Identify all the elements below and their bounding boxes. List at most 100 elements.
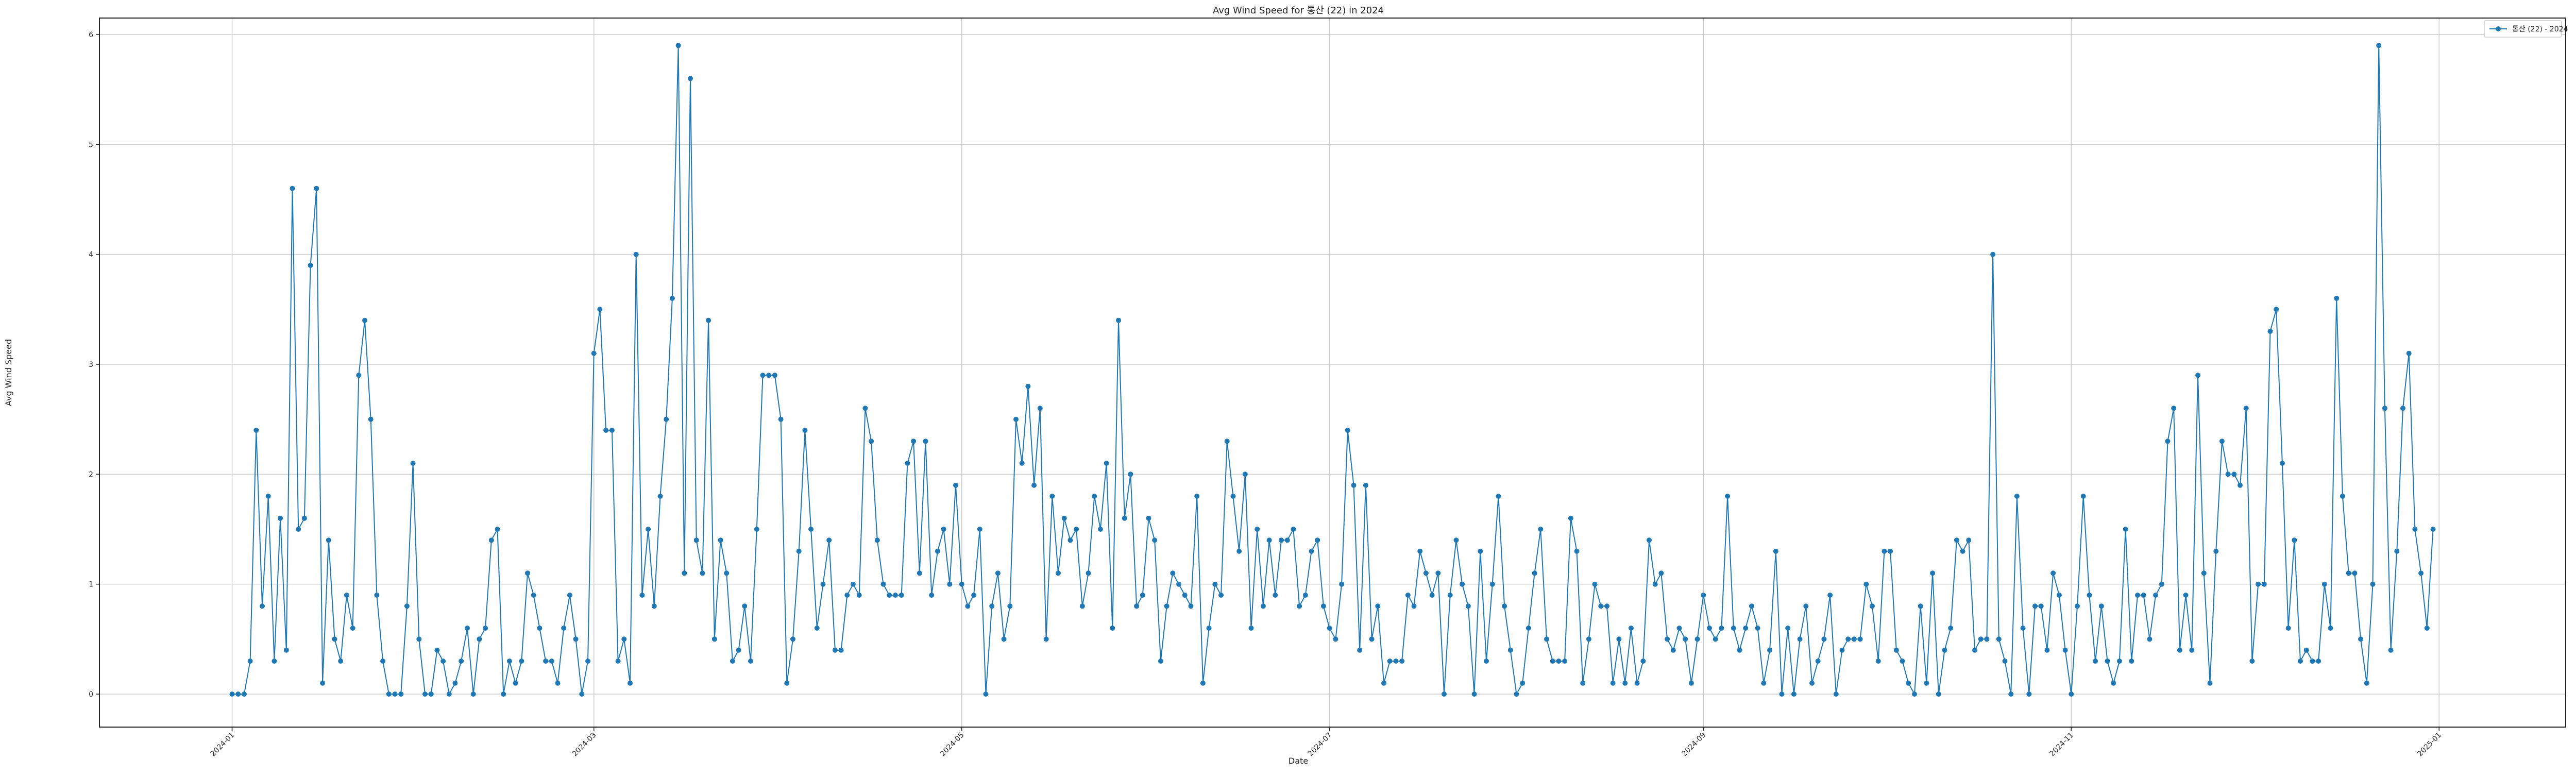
- data-point: [1652, 581, 1658, 587]
- data-point: [977, 527, 982, 532]
- data-point: [1622, 680, 1628, 686]
- data-point: [2256, 581, 2261, 587]
- data-point: [1526, 626, 1531, 631]
- data-point: [603, 428, 609, 433]
- y-axis-ticks: 0 1 2 3 4 5 6: [89, 31, 99, 699]
- data-point: [1882, 548, 1887, 554]
- data-point: [959, 581, 964, 587]
- data-point: [1972, 647, 1977, 653]
- data-point: [1701, 593, 1706, 598]
- data-point: [1845, 636, 1851, 642]
- data-point: [356, 373, 362, 378]
- data-point: [1803, 603, 1809, 609]
- data-point: [766, 373, 772, 378]
- data-point: [404, 603, 410, 609]
- data-point: [332, 636, 337, 642]
- data-point: [1568, 515, 1573, 521]
- data-point: [628, 680, 633, 686]
- data-point: [398, 692, 404, 697]
- data-point: [1037, 406, 1043, 411]
- data-point: [953, 482, 958, 488]
- data-point: [1393, 659, 1399, 664]
- data-point: [1255, 527, 1260, 532]
- data-point: [2189, 647, 2195, 653]
- data-point: [947, 581, 953, 587]
- data-point: [344, 593, 349, 598]
- data-point: [585, 659, 590, 664]
- data-point: [1851, 636, 1857, 642]
- data-point: [2358, 636, 2364, 642]
- data-point: [1580, 680, 1586, 686]
- y-tick-label: 6: [89, 31, 93, 39]
- data-point: [1694, 636, 1700, 642]
- data-point: [1206, 626, 1212, 631]
- data-point: [488, 537, 494, 543]
- data-point: [880, 581, 886, 587]
- data-point: [1707, 626, 1712, 631]
- data-point: [2062, 647, 2068, 653]
- data-point: [446, 692, 452, 697]
- data-point: [2382, 406, 2387, 411]
- data-point: [1279, 537, 1284, 543]
- data-point: [1447, 593, 1453, 598]
- data-point: [1417, 548, 1423, 554]
- data-point: [2171, 406, 2177, 411]
- data-point: [1683, 636, 1688, 642]
- data-point: [1942, 647, 1947, 653]
- data-point: [1284, 537, 1290, 543]
- data-point: [2388, 647, 2394, 653]
- data-point: [1670, 647, 1676, 653]
- data-point: [519, 659, 524, 664]
- data-point: [1351, 482, 1357, 488]
- data-point: [844, 593, 850, 598]
- x-axis-label: Date: [1289, 756, 1308, 766]
- data-point: [1375, 603, 1381, 609]
- data-point: [283, 647, 289, 653]
- y-tick-label: 5: [89, 141, 93, 149]
- data-point: [452, 680, 458, 686]
- data-point: [1833, 692, 1839, 697]
- data-point: [1743, 626, 1749, 631]
- legend-marker-swatch: [2496, 26, 2501, 31]
- data-point: [688, 76, 693, 81]
- data-point: [742, 603, 748, 609]
- data-point: [2400, 406, 2405, 411]
- data-point: [2364, 680, 2369, 686]
- data-point: [802, 428, 808, 433]
- data-point: [2406, 350, 2412, 356]
- data-point: [1320, 603, 1326, 609]
- data-point: [711, 636, 717, 642]
- y-tick-label: 1: [89, 581, 93, 589]
- data-point: [1930, 570, 1936, 576]
- data-point: [495, 527, 500, 532]
- data-point: [874, 537, 880, 543]
- data-point: [664, 416, 669, 422]
- data-point: [989, 603, 995, 609]
- y-tick-label: 2: [89, 470, 93, 479]
- data-point: [1429, 593, 1435, 598]
- data-point: [2292, 537, 2297, 543]
- data-point: [1912, 692, 1917, 697]
- data-point: [1924, 680, 1929, 686]
- legend-entry-label: 통산 (22) - 2024: [2512, 25, 2568, 33]
- data-point: [1465, 603, 1471, 609]
- data-point: [1399, 659, 1405, 664]
- data-point: [724, 570, 730, 576]
- data-point: [1242, 471, 1248, 477]
- data-point: [1188, 603, 1194, 609]
- data-point: [1423, 570, 1429, 576]
- data-point: [2183, 593, 2189, 598]
- data-point: [1984, 636, 1990, 642]
- data-point: [1007, 603, 1013, 609]
- data-point: [1888, 548, 1893, 554]
- data-point: [591, 350, 597, 356]
- data-point: [1266, 537, 1272, 543]
- data-point: [470, 692, 476, 697]
- data-point: [706, 317, 711, 323]
- data-point: [1647, 537, 1652, 543]
- data-point: [1086, 570, 1091, 576]
- data-point: [2243, 406, 2249, 411]
- data-point: [1056, 570, 1061, 576]
- data-point: [1863, 581, 1869, 587]
- data-point: [2111, 680, 2116, 686]
